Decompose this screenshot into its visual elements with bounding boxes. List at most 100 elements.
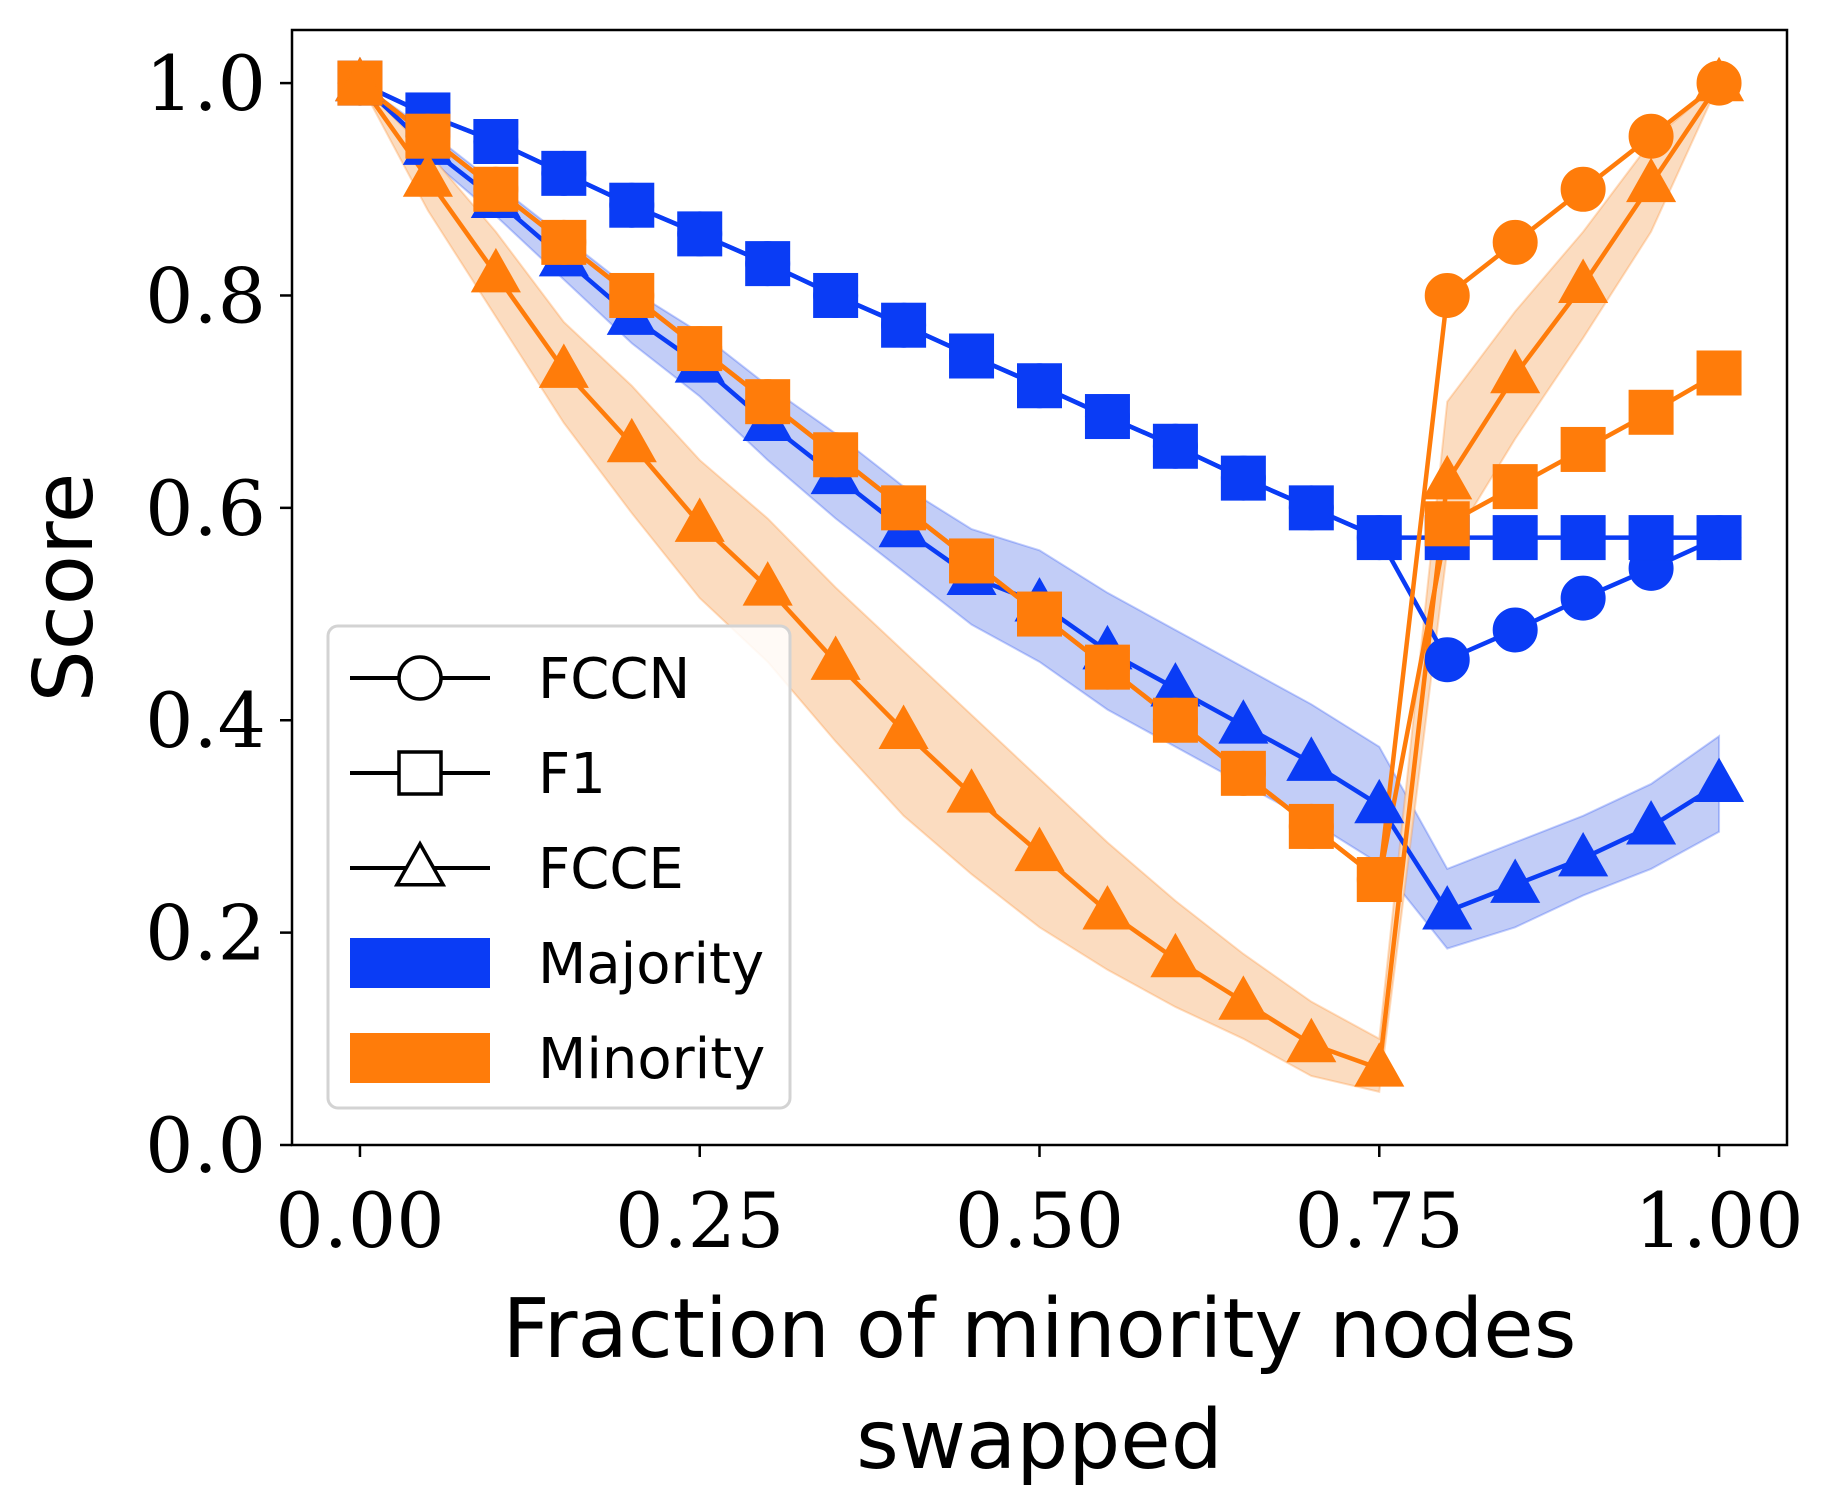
marker-majority-f1-5 bbox=[677, 211, 723, 257]
marker-majority-fccn-17 bbox=[1492, 607, 1538, 653]
marker-majority-fcce-15 bbox=[1354, 778, 1405, 824]
marker-majority-f1-19 bbox=[1628, 515, 1674, 561]
marker-majority-f1-11 bbox=[1084, 394, 1130, 440]
marker-majority-f1-20 bbox=[1696, 515, 1742, 561]
marker-minority-f1-10 bbox=[1017, 591, 1062, 637]
marker-majority-fcce-17 bbox=[1490, 858, 1541, 903]
marker-minority-f1-19 bbox=[1628, 389, 1674, 435]
marker-minority-f1-1 bbox=[405, 113, 451, 159]
marker-majority-f1-7 bbox=[813, 272, 859, 318]
marker-minority-fcce-13 bbox=[1218, 975, 1269, 1020]
legend-label-fccn: FCCN bbox=[538, 647, 690, 712]
legend-patch-minority bbox=[350, 1033, 490, 1083]
legend-marker-fccn bbox=[397, 655, 443, 701]
legend-label-majority: Majority bbox=[538, 932, 764, 997]
axis-ticks: 0.00 0.25 0.50 0.75 1.00 0.0 0.2 0.4 0.6 0.8 1.0 bbox=[145, 39, 1804, 1265]
marker-minority-fcce-4 bbox=[606, 417, 657, 463]
x-tick-label-4: 1.00 bbox=[1634, 1176, 1803, 1265]
legend-label-fcce: FCCE bbox=[538, 837, 684, 902]
marker-majority-f1-12 bbox=[1152, 423, 1198, 469]
marker-minority-fccn-17 bbox=[1492, 219, 1538, 265]
marker-majority-f1-4 bbox=[609, 182, 655, 228]
y-tick-label-1: 0.2 bbox=[145, 889, 266, 978]
marker-minority-fcce-2 bbox=[470, 247, 521, 293]
marker-minority-f1-3 bbox=[541, 219, 587, 265]
legend-label-f1: F1 bbox=[538, 742, 606, 807]
series-markers bbox=[334, 56, 1745, 1087]
marker-minority-fcce-6 bbox=[742, 561, 793, 606]
y-axis-label: Score bbox=[17, 473, 112, 703]
marker-minority-f1-6 bbox=[745, 379, 791, 425]
marker-majority-f1-15 bbox=[1356, 515, 1402, 561]
marker-majority-f1-10 bbox=[1017, 363, 1062, 409]
marker-minority-fcce-14 bbox=[1286, 1017, 1337, 1063]
marker-minority-f1-9 bbox=[949, 538, 995, 584]
y-tick-label-2: 0.4 bbox=[145, 676, 266, 765]
legend: FCCN F1 FCCE Majority Minority bbox=[326, 624, 792, 1110]
marker-minority-f1-2 bbox=[473, 166, 519, 212]
marker-minority-f1-14 bbox=[1288, 803, 1334, 849]
marker-majority-f1-9 bbox=[949, 333, 995, 379]
legend-entry-fccn: FCCN bbox=[350, 647, 690, 712]
marker-minority-f1-12 bbox=[1152, 697, 1198, 743]
marker-minority-fcce-3 bbox=[538, 343, 589, 388]
x-axis-label-line-2: swapped bbox=[856, 1393, 1223, 1488]
marker-majority-fcce-13 bbox=[1218, 699, 1269, 744]
marker-majority-fcce-18 bbox=[1558, 831, 1609, 877]
marker-minority-f1-4 bbox=[609, 272, 655, 318]
marker-majority-f1-17 bbox=[1492, 515, 1538, 561]
marker-majority-fccn-16 bbox=[1424, 637, 1470, 683]
legend-marker-fcce bbox=[393, 840, 447, 887]
marker-minority-fcce-11 bbox=[1082, 885, 1133, 930]
marker-minority-fcce-18 bbox=[1558, 258, 1609, 303]
marker-majority-f1-8 bbox=[881, 302, 927, 348]
marker-minority-fcce-1 bbox=[402, 152, 453, 197]
y-tick-label-0: 0.0 bbox=[145, 1101, 266, 1190]
marker-minority-f1-8 bbox=[881, 485, 927, 531]
marker-minority-fcce-0 bbox=[334, 56, 386, 102]
marker-minority-fcce-20 bbox=[1693, 56, 1745, 102]
marker-majority-f1-3 bbox=[541, 150, 587, 196]
marker-minority-fcce-16 bbox=[1422, 454, 1473, 500]
marker-minority-fcce-8 bbox=[878, 704, 929, 749]
legend-label-minority: Minority bbox=[538, 1027, 765, 1092]
marker-minority-f1-20 bbox=[1696, 350, 1742, 396]
marker-minority-fccn-19 bbox=[1628, 113, 1674, 159]
marker-minority-fcce-17 bbox=[1490, 348, 1541, 394]
x-tick-label-0: 0.00 bbox=[275, 1176, 444, 1265]
x-axis-label-line-1: Fraction of minority nodes bbox=[503, 1282, 1577, 1377]
marker-majority-fcce-20 bbox=[1693, 757, 1745, 803]
legend-entry-majority: Majority bbox=[350, 932, 764, 997]
marker-minority-f1-7 bbox=[813, 432, 859, 478]
marker-minority-fcce-7 bbox=[810, 635, 861, 680]
marker-majority-f1-2 bbox=[473, 119, 519, 164]
y-tick-label-4: 0.8 bbox=[145, 251, 266, 340]
marker-majority-fcce-14 bbox=[1286, 736, 1337, 781]
x-tick-label-2: 0.50 bbox=[955, 1176, 1124, 1265]
marker-minority-f1-11 bbox=[1084, 644, 1130, 690]
legend-entry-minority: Minority bbox=[350, 1027, 765, 1092]
marker-minority-f1-16 bbox=[1424, 501, 1470, 547]
marker-majority-fcce-19 bbox=[1626, 800, 1677, 845]
marker-minority-f1-18 bbox=[1560, 426, 1606, 472]
legend-entry-fcce: FCCE bbox=[350, 837, 684, 902]
legend-marker-f1 bbox=[397, 750, 443, 796]
marker-majority-f1-14 bbox=[1288, 485, 1334, 531]
marker-minority-fccn-16 bbox=[1424, 272, 1470, 318]
marker-majority-f1-18 bbox=[1560, 515, 1606, 561]
marker-majority-f1-13 bbox=[1220, 455, 1266, 501]
marker-minority-f1-5 bbox=[677, 326, 723, 372]
marker-minority-f1-13 bbox=[1220, 750, 1266, 796]
marker-minority-fcce-5 bbox=[674, 497, 725, 542]
marker-minority-fcce-9 bbox=[946, 768, 997, 813]
marker-minority-fcce-19 bbox=[1626, 157, 1677, 203]
marker-minority-fcce-12 bbox=[1150, 932, 1201, 978]
marker-majority-fccn-18 bbox=[1560, 575, 1606, 621]
marker-minority-fcce-15 bbox=[1354, 1042, 1405, 1087]
marker-majority-f1-6 bbox=[745, 241, 791, 287]
marker-majority-fcce-16 bbox=[1422, 885, 1473, 930]
x-tick-label-1: 0.25 bbox=[615, 1176, 784, 1265]
marker-minority-fcce-10 bbox=[1014, 826, 1065, 872]
y-tick-label-5: 1.0 bbox=[145, 39, 266, 128]
